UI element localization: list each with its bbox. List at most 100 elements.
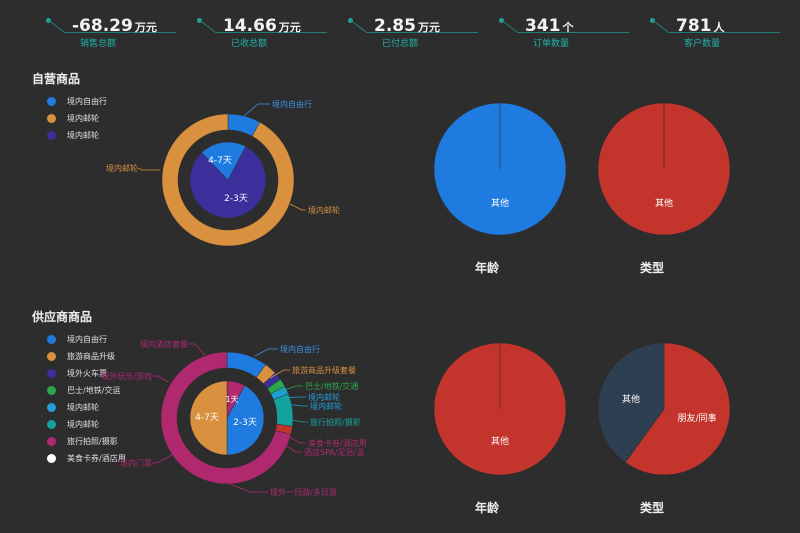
legend-dot-icon	[47, 437, 56, 446]
legend-item[interactable]: 境内邮轮	[47, 416, 126, 433]
pie-slice-label: 其他	[622, 393, 640, 405]
legend-item[interactable]: 美食卡券/酒店用	[47, 450, 126, 467]
section-title-supplier: 供应商商品	[32, 310, 93, 324]
section-title-self: 自营商品	[32, 72, 81, 86]
kpi-label: 已收总额	[231, 39, 268, 49]
legend-item[interactable]: 境内自由行	[47, 93, 107, 110]
pie-type-slice	[597, 102, 731, 236]
kpi-value: 341 个	[525, 16, 574, 36]
callout-line	[289, 419, 308, 423]
donut-inner-slice	[189, 146, 267, 219]
legend-item[interactable]: 境内邮轮	[47, 127, 107, 144]
donut-outer-slice	[273, 393, 294, 427]
callout-label: 境内邮轮	[308, 205, 340, 215]
pie-slice-label: 其他	[655, 197, 673, 209]
kpi-paid-total: 2.85 万元 已付总额	[348, 6, 478, 49]
callout-label: 境内自由行	[272, 99, 312, 109]
donut-inner-label: 2-3天	[224, 194, 248, 204]
callout-line	[152, 375, 169, 383]
legend-dot-icon	[47, 131, 56, 140]
legend-dot-icon	[47, 335, 56, 344]
callout-label: 境内邮轮	[106, 163, 138, 173]
pie-age-slice	[433, 102, 567, 236]
pie-slice-label: 其他	[491, 435, 509, 447]
legend-dot-icon	[47, 352, 56, 361]
legend-item[interactable]: 境内邮轮	[47, 399, 126, 416]
legend-item[interactable]: 境外火车票	[47, 365, 126, 382]
donut-outer-slice	[160, 351, 292, 485]
kpi-underline	[64, 32, 176, 33]
pie-title-age-self: 年龄	[474, 261, 499, 275]
callout-line	[278, 385, 303, 393]
legend-item[interactable]: 境内自由行	[47, 331, 126, 348]
kpi-underline	[517, 32, 629, 33]
callout-label: 境内门票	[120, 458, 152, 468]
callout-line	[243, 103, 270, 117]
legend-dot-icon	[47, 386, 56, 395]
kpi-value: 14.66 万元	[223, 16, 301, 36]
donut-inner-slice	[226, 385, 265, 456]
donut-outer-slice	[161, 113, 295, 247]
callout-line	[282, 396, 306, 399]
callout-line	[137, 167, 160, 171]
kpi-received-total: 14.66 万元 已收总额	[197, 6, 327, 49]
legend-dot-icon	[47, 454, 56, 463]
callout-label: 美食卡券/酒店用	[308, 438, 367, 448]
pie-age-slice	[433, 342, 567, 476]
callout-line	[229, 483, 268, 493]
donut-inner-label: 4-7天	[195, 413, 219, 423]
legend-item[interactable]: 旅游商品升级	[47, 348, 126, 365]
kpi-order-count: 341 个 订单数量	[499, 6, 629, 49]
pie-slice-label: 其他	[491, 197, 509, 209]
kpi-label: 销售总额	[80, 39, 117, 49]
legend-item[interactable]: 旅行拍照/摄影	[47, 433, 126, 450]
kpi-underline	[668, 32, 780, 33]
callout-label: 旅游商品升级套餐	[292, 365, 356, 375]
callout-line	[254, 348, 278, 357]
legend-dot-icon	[47, 420, 56, 429]
legend-supplier: 境内自由行 旅游商品升级 境外火车票 巴士/地铁/交运 境内邮轮 境内邮轮 旅行…	[47, 331, 126, 467]
legend-dot-icon	[47, 97, 56, 106]
kpi-customer-count: 781 人 客户数量	[650, 6, 780, 49]
pie-slice-label: 朋友/同事	[677, 412, 716, 424]
kpi-underline	[366, 32, 478, 33]
kpi-underline	[215, 32, 327, 33]
pie-type-slice	[597, 342, 665, 463]
pie-type-slice	[624, 342, 731, 476]
kpi-label: 订单数量	[533, 39, 570, 49]
pie-title-type-self: 类型	[639, 261, 664, 275]
callout-label: 境外玩乐/游戏	[101, 371, 152, 381]
callout-label: 巴士/地铁/交通	[305, 381, 358, 391]
kpi-value: 2.85 万元	[374, 16, 440, 36]
callout-line	[188, 343, 206, 356]
callout-label: 境内邮轮	[310, 401, 342, 411]
callout-line	[152, 454, 173, 464]
callout-label: 境内邮轮	[308, 392, 340, 402]
kpi-label: 已付总额	[382, 39, 419, 49]
pie-title-age-supplier: 年龄	[474, 501, 499, 515]
callout-label: 境内自由行	[280, 344, 320, 354]
donut-inner-slice	[201, 141, 247, 181]
callout-line	[285, 403, 308, 407]
kpi-value: -68.29 万元	[72, 16, 157, 36]
pie-title-type-supplier: 类型	[639, 501, 664, 515]
legend-dot-icon	[47, 403, 56, 412]
kpi-sales-total: -68.29 万元 销售总额	[46, 6, 176, 49]
legend-item[interactable]: 巴士/地铁/交运	[47, 382, 126, 399]
legend-dot-icon	[47, 369, 56, 378]
callout-label: 旅行拍照/摄影	[310, 417, 361, 427]
legend-dot-icon	[47, 114, 56, 123]
callout-line	[285, 434, 306, 444]
callout-label: 酒店SPA/足浴/温	[304, 447, 364, 457]
kpi-value: 781 人	[676, 16, 725, 36]
callout-line	[269, 369, 290, 379]
callout-line	[289, 203, 306, 211]
legend-self: 境内自由行 境内邮轮 境内邮轮	[47, 93, 107, 144]
donut-inner-label: 1天	[225, 395, 238, 404]
donut-inner-label: 2-3天	[233, 418, 257, 428]
donut-inner-label: 4-7天	[208, 156, 232, 166]
callout-label: 境内酒店套餐	[140, 339, 188, 349]
legend-item[interactable]: 境内邮轮	[47, 110, 107, 127]
callout-line	[281, 442, 302, 453]
